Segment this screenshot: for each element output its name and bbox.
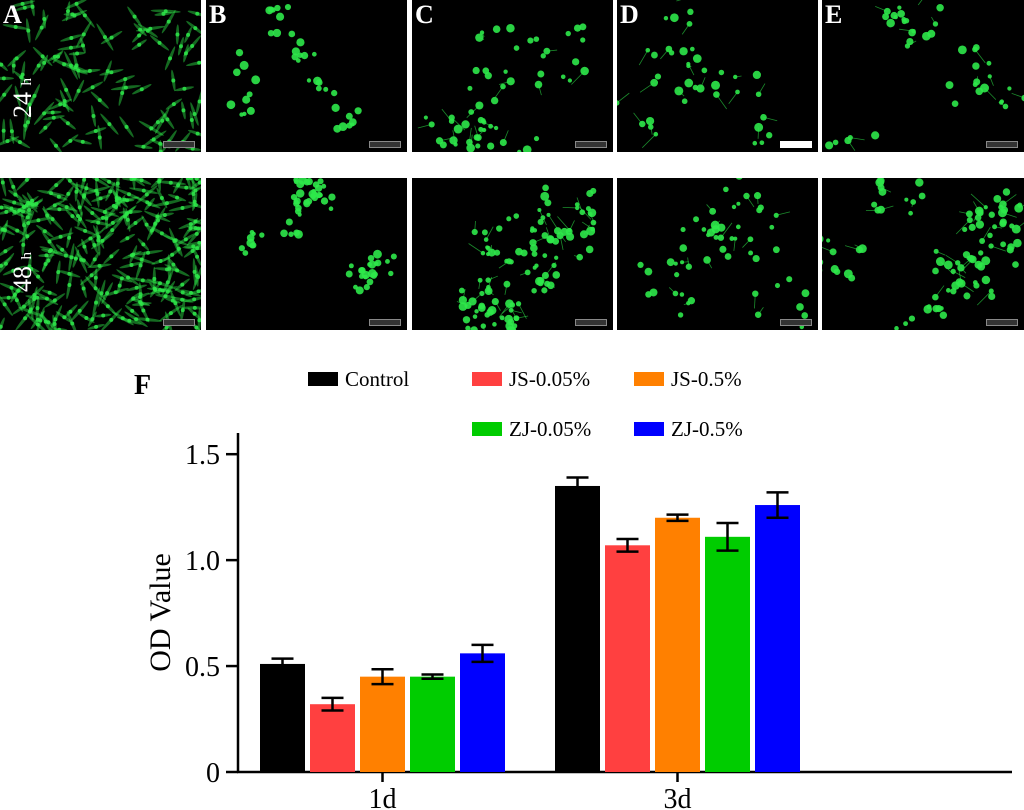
- legend-label: JS-0.05%: [509, 367, 590, 391]
- bar: [705, 536, 750, 772]
- y-tick-label: 0: [206, 758, 220, 789]
- scale-bar: [575, 141, 607, 148]
- y-tick-label: 0.5: [185, 652, 220, 683]
- scale-bar: [163, 141, 195, 148]
- cell-field: [417, 23, 589, 152]
- scale-bar: [986, 141, 1018, 148]
- legend-label: JS-0.5%: [671, 367, 742, 391]
- row-label-24h-value: 24: [8, 92, 37, 118]
- bar: [310, 704, 355, 772]
- legend-label: ZJ-0.5%: [671, 417, 743, 441]
- x-tick-label: 3d: [664, 784, 692, 810]
- bar: [755, 505, 800, 772]
- cell-field: [226, 3, 362, 133]
- micrograph-e-48h: [822, 178, 1024, 330]
- legend-label: Control: [345, 367, 409, 391]
- y-axis-label: OD Value: [144, 553, 177, 672]
- scale-bar: [780, 141, 812, 148]
- legend-swatch: [472, 372, 502, 386]
- micrograph-b-48h: [206, 178, 407, 330]
- row-label-48h: 48 h: [8, 252, 38, 292]
- micrograph-b-24h: B: [206, 0, 407, 152]
- legend-swatch: [308, 372, 338, 386]
- bar: [460, 653, 505, 772]
- scale-bar: [369, 141, 401, 148]
- bar: [605, 545, 650, 772]
- micrograph-a-24h: A: [0, 0, 201, 152]
- bar: [555, 485, 600, 772]
- scale-bar: [369, 319, 401, 326]
- legend-swatch: [472, 422, 502, 436]
- cell-field: [825, 0, 1024, 151]
- bar: [410, 676, 455, 772]
- micrograph-a-48h: [0, 178, 201, 330]
- panel-letter-d: D: [620, 0, 639, 29]
- micrograph-c-48h: [412, 178, 613, 330]
- legend-swatch: [634, 422, 664, 436]
- legend-label: ZJ-0.05%: [509, 417, 591, 441]
- cell-field: [0, 0, 201, 152]
- row-label-24h-unit: h: [19, 78, 35, 86]
- bar: [360, 676, 405, 772]
- panel-letter-e: E: [825, 0, 843, 29]
- cell-field: [456, 184, 597, 330]
- legend-swatch: [634, 372, 664, 386]
- panel-letter-a: A: [3, 0, 22, 29]
- scale-bar: [575, 319, 607, 326]
- micrograph-e-24h: E: [822, 0, 1024, 152]
- scale-bar: [780, 319, 812, 326]
- cell-field: [0, 178, 201, 330]
- row-label-48h-value: 48: [8, 266, 37, 292]
- micrograph-d-24h: D: [617, 0, 818, 152]
- od-value-bar-chart: 0 0.5 1.0 1.5 OD Value 1d 3d Control JS-0.05% JS-…: [144, 367, 1012, 810]
- cell-field: [822, 178, 1024, 330]
- y-tick-label: 1.0: [185, 546, 220, 577]
- panel-letter-c: C: [415, 0, 434, 29]
- scale-bar: [986, 319, 1018, 326]
- x-tick-label: 1d: [369, 784, 397, 810]
- cell-field: [238, 178, 397, 295]
- micrograph-d-48h: [617, 178, 818, 330]
- bar: [260, 663, 305, 772]
- panel-letter-b: B: [209, 0, 227, 29]
- scale-bar: [163, 319, 195, 326]
- micrograph-c-24h: C: [412, 0, 613, 152]
- row-label-24h: 24 h: [8, 78, 38, 118]
- cell-field: [637, 178, 810, 330]
- figure-letter-f: F: [134, 370, 152, 401]
- cell-field: [617, 0, 778, 149]
- row-label-48h-unit: h: [19, 252, 35, 260]
- y-tick-label: 1.5: [185, 440, 220, 471]
- bar: [655, 517, 700, 772]
